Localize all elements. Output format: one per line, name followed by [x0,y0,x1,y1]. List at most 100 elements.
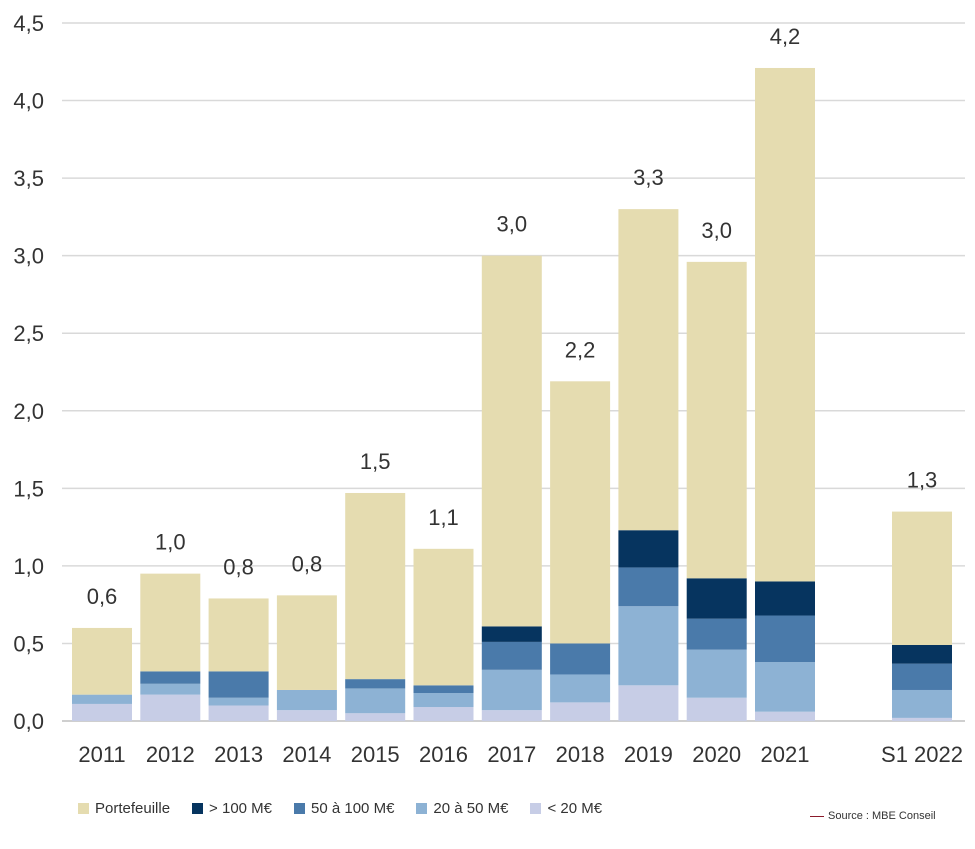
bar-segment [345,492,406,680]
total-value-label: 3,0 [497,212,528,237]
bar-segment [618,567,679,607]
bar-segment [550,381,611,644]
bar-segment [345,688,406,714]
bar-segment [618,685,679,721]
total-value-label: 1,5 [360,449,391,474]
y-tick-label: 3,5 [13,166,44,191]
legend: Portefeuille > 100 M€ 50 à 100 M€ 20 à 50 M… [78,800,624,817]
x-tick-label: 2014 [282,742,331,767]
legend-label: 50 à 100 M€ [311,800,395,817]
bar-segment [208,697,269,706]
bar-segment [345,679,406,689]
bar-segment [892,689,952,718]
legend-label: Portefeuille [95,800,171,817]
bar-segment [892,644,952,664]
x-tick-label: 2016 [419,742,468,767]
bar-segment [413,707,474,721]
total-value-label: 1,3 [907,468,938,493]
bar-segment [413,548,474,686]
x-tick-label: 2013 [214,742,263,767]
total-value-label: 4,2 [770,24,801,49]
x-axis-ticks: 2011 2012 2013 2014 2015 2016 2017 2018 2019 2020… [78,742,963,767]
bars [72,67,952,721]
y-tick-label: 0,5 [13,631,44,656]
y-tick-label: 3,0 [13,244,44,269]
y-tick-label: 4,5 [13,11,44,36]
legend-label: < 20 M€ [547,800,603,817]
total-value-label: 0,8 [292,551,323,576]
bar-segment [413,693,474,708]
legend-item: 20 à 50 M€ [416,800,508,817]
source-line-icon [810,815,824,817]
legend-swatch [78,803,89,814]
bar-segment [755,711,815,721]
bar-segment [755,67,815,582]
legend-swatch [530,803,542,814]
bar-segment [755,662,815,712]
total-value-label: 1,1 [428,505,459,530]
bar-segment [481,710,542,721]
bar-segment [413,685,474,694]
bar-segment [686,578,747,619]
x-tick-label: 2018 [556,742,605,767]
bar-segment [550,702,611,721]
bar-segment [892,511,952,645]
x-tick-label: S1 2022 [881,742,963,767]
y-tick-label: 0,0 [13,709,44,734]
x-tick-label: 2012 [146,742,195,767]
bar-segment [618,209,679,531]
total-value-label: 3,0 [701,218,732,243]
legend-label: 20 à 50 M€ [433,800,509,817]
bar-segment [481,641,542,670]
legend-item: < 20 M€ [530,800,602,817]
bar-segment [755,615,815,663]
total-value-label: 3,3 [633,165,664,190]
legend-item: 50 à 100 M€ [294,800,394,817]
bar-segment [72,694,132,704]
bar-segment [276,689,337,711]
source-text: Source : MBE Conseil [828,810,936,822]
x-tick-label: 2021 [761,742,810,767]
bar-segment [72,627,132,695]
total-value-label: 1,0 [155,530,186,555]
bar-segment [550,643,611,675]
bar-segment [892,663,952,690]
x-tick-label: 2015 [351,742,400,767]
x-tick-label: 2020 [692,742,741,767]
bar-segment [276,710,337,721]
bar-segment [755,581,815,616]
legend-swatch [416,803,428,814]
bar-segment [140,683,201,695]
total-value-label: 0,6 [87,584,118,609]
bar-segment [618,606,679,686]
bar-segment [208,671,269,698]
legend-label: > 100 M€ [209,800,273,817]
bar-segment [686,618,747,650]
bar-segment [686,261,747,579]
bar-segment [550,674,611,703]
x-tick-label: 2011 [78,742,125,767]
bar-segment [481,255,542,627]
legend-swatch [192,803,204,814]
bar-segment [345,713,406,721]
bar-segment [686,697,747,721]
x-tick-label: 2019 [624,742,673,767]
bar-segment [208,598,269,672]
bar-segment [276,595,337,690]
legend-item: > 100 M€ [192,800,272,817]
data-labels: 0,6 1,0 0,8 0,8 1,5 1,1 3,0 2,2 3,3 3,0 4,2 1,3 [87,24,938,609]
y-tick-label: 2,5 [13,321,44,346]
source-note: Source : MBE Conseil [810,810,936,822]
bar-segment [140,694,201,721]
legend-item: Portefeuille [78,800,170,817]
bar-segment [208,705,269,721]
bar-segment [72,703,132,721]
bar-segment [481,669,542,711]
y-tick-label: 4,0 [13,89,44,114]
total-value-label: 2,2 [565,337,596,362]
y-tick-label: 1,0 [13,554,44,579]
bar-segment [140,671,201,684]
bar-segment [481,626,542,642]
bar-segment [686,649,747,698]
